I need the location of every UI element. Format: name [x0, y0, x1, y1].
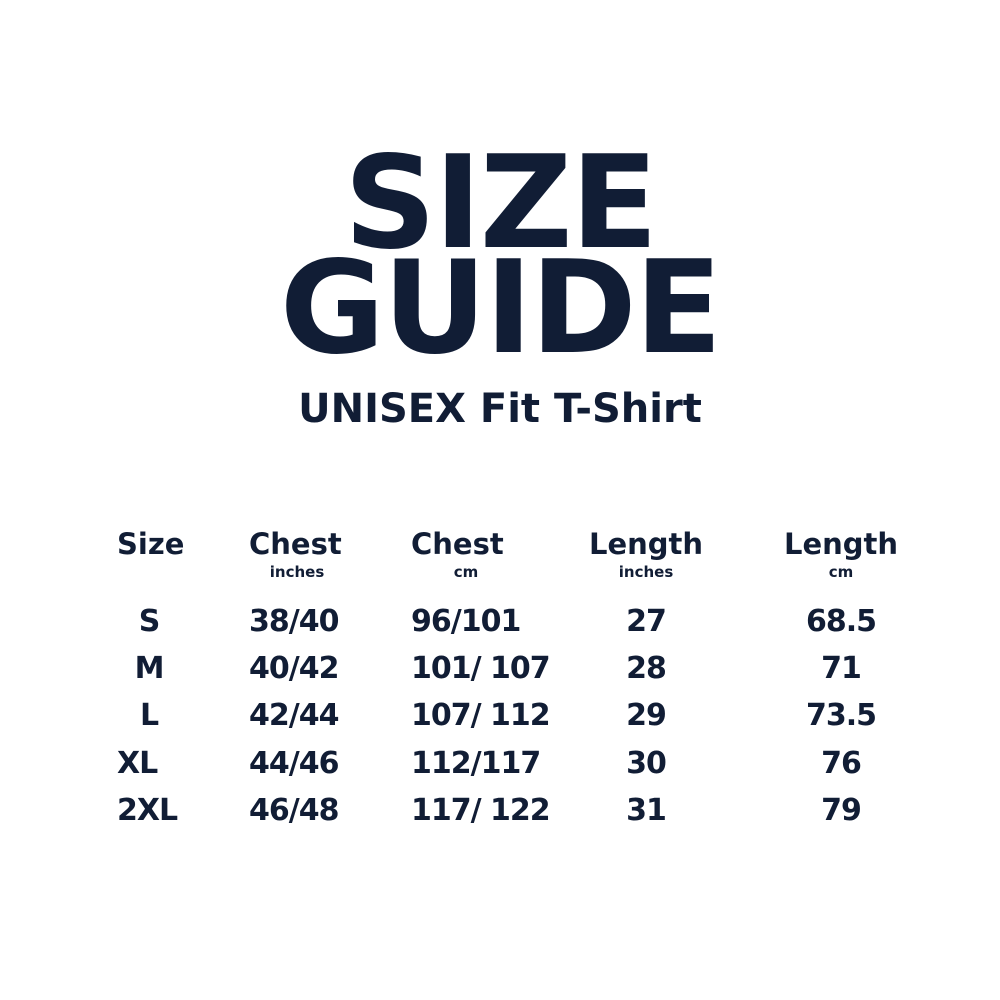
column-unit: cm [453, 563, 479, 581]
title-line-1: SIZE [343, 129, 658, 278]
size-label: S [138, 604, 161, 639]
table-cell: 96/101 [411, 604, 521, 639]
column-unit: inches [618, 563, 674, 581]
column-header: Size [117, 527, 185, 561]
table-cell: 44/46 [249, 746, 339, 781]
table-cell: 42/44 [249, 698, 339, 733]
table-cell: 38/40 [249, 604, 339, 639]
table-cell: 107/ 112 [411, 698, 551, 733]
column-header: Length [783, 527, 899, 561]
table-cell: 101/ 107 [411, 651, 551, 686]
size-label: 2XL [117, 793, 178, 828]
table-cell: 46/48 [249, 793, 339, 828]
table-cell: 71 [821, 651, 862, 686]
table-cell: 68.5 [805, 604, 877, 639]
table-cell: 31 [626, 793, 667, 828]
column-header: Chest [411, 527, 504, 561]
table-cell: 29 [626, 698, 667, 733]
table-cell: 117/ 122 [411, 793, 551, 828]
table-cell: 76 [821, 746, 862, 781]
table-cell: 73.5 [805, 698, 877, 733]
column-unit: inches [269, 563, 325, 581]
size-label: L [139, 698, 159, 733]
column-unit: cm [828, 563, 854, 581]
title-line-2: GUIDE [279, 234, 722, 383]
table-cell: 28 [626, 651, 667, 686]
table-cell: 40/42 [249, 651, 339, 686]
subtitle: UNISEX Fit T-Shirt [298, 386, 702, 432]
table-cell: 27 [626, 604, 667, 639]
table-cell: 112/117 [411, 746, 541, 781]
column-header: Chest [249, 527, 342, 561]
table-cell: 30 [626, 746, 667, 781]
size-label: M [134, 651, 165, 686]
table-cell: 79 [821, 793, 862, 828]
column-header: Length [588, 527, 704, 561]
size-label: XL [117, 746, 158, 781]
